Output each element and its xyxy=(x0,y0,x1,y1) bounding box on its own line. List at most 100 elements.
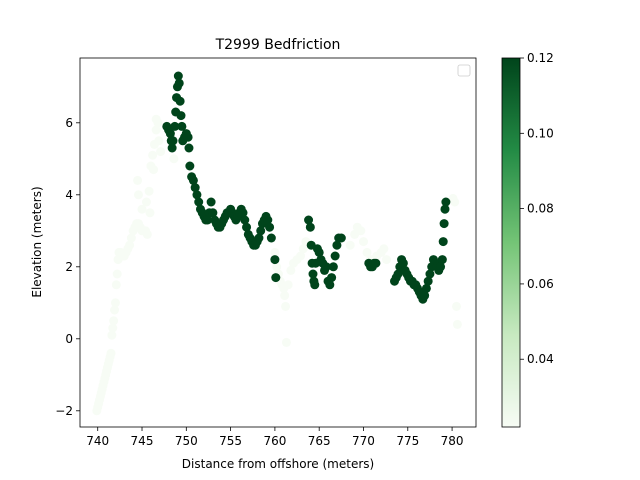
y-tick-label: 2 xyxy=(65,260,73,274)
scatter-point xyxy=(321,262,331,272)
scatter-point xyxy=(169,154,179,164)
scatter-point xyxy=(190,183,200,193)
scatter-point xyxy=(109,316,119,326)
scatter-point xyxy=(270,247,280,257)
scatter-point xyxy=(283,280,293,290)
colorbar-tick-label: 0.10 xyxy=(527,126,554,140)
scatter-point xyxy=(106,348,116,358)
scatter-point xyxy=(126,233,136,243)
scatter-point xyxy=(362,247,372,257)
x-axis-label: Distance from offshore (meters) xyxy=(182,457,374,471)
x-tick-label: 775 xyxy=(396,434,419,448)
scatter-point xyxy=(206,197,216,207)
scatter-point xyxy=(142,229,152,239)
scatter-point xyxy=(203,215,213,225)
scatter-point xyxy=(263,215,273,225)
colorbar-tick-label: 0.06 xyxy=(527,277,554,291)
scatter-point xyxy=(165,129,175,139)
colorbar xyxy=(501,57,521,428)
scatter-point xyxy=(151,114,161,124)
y-tick-label: 4 xyxy=(65,188,73,202)
scatter-point xyxy=(183,132,193,142)
scatter-point xyxy=(111,280,121,290)
scatter-point xyxy=(393,269,403,279)
scatter-point xyxy=(188,175,198,185)
x-tick-label: 770 xyxy=(352,434,375,448)
scatter-point xyxy=(438,237,448,247)
scatter-point xyxy=(305,222,315,232)
colorbar-ticks: 0.04 0.06 0.08 0.10 0.12 xyxy=(520,51,554,366)
scatter-point xyxy=(450,197,460,207)
scatter-point xyxy=(304,215,314,225)
colorbar-tick-label: 0.12 xyxy=(527,51,554,65)
scatter-point xyxy=(358,237,368,247)
scatter-point xyxy=(208,208,218,218)
scatter-point xyxy=(345,240,355,250)
scatter-point xyxy=(271,273,281,283)
scatter-point xyxy=(148,150,158,160)
scatter-point xyxy=(185,161,195,171)
scatter-point xyxy=(240,215,250,225)
scatter-point xyxy=(110,305,120,315)
y-axis-label: Elevation (meters) xyxy=(30,186,44,297)
scatter-point xyxy=(145,208,155,218)
scatter-point xyxy=(298,244,308,254)
x-tick-label: 760 xyxy=(263,434,286,448)
scatter-point xyxy=(110,298,120,308)
scatter-point xyxy=(176,111,186,121)
scatter-point xyxy=(184,143,194,153)
scatter-point xyxy=(272,262,282,272)
scatter-point xyxy=(192,190,202,200)
scatter-point xyxy=(151,125,161,135)
scatter-point xyxy=(238,208,248,218)
scatter-point xyxy=(439,219,449,229)
scatter-point xyxy=(167,143,177,153)
y-tick-label: −2 xyxy=(55,404,73,418)
y-axis-ticks: −2 0 2 4 6 xyxy=(55,116,80,418)
scatter-point xyxy=(379,244,389,254)
colorbar-tick-label: 0.04 xyxy=(527,352,554,366)
scatter-point xyxy=(256,226,266,236)
scatter-point xyxy=(421,283,431,293)
scatter-point xyxy=(112,269,122,279)
scatter-point xyxy=(270,255,280,265)
y-tick-label: 0 xyxy=(65,332,73,346)
scatter-point xyxy=(423,276,433,286)
scatter-point xyxy=(108,323,118,333)
colorbar-tick-label: 0.08 xyxy=(527,202,554,216)
scatter-point xyxy=(371,258,381,268)
scatter-point xyxy=(144,186,154,196)
scatter-point xyxy=(356,226,366,236)
scatter-point xyxy=(168,136,178,146)
legend-box xyxy=(457,64,471,77)
x-tick-label: 740 xyxy=(86,434,109,448)
scatter-point xyxy=(170,121,180,131)
scatter-point xyxy=(107,330,117,340)
scatter-point xyxy=(242,222,252,232)
x-tick-label: 750 xyxy=(175,434,198,448)
scatter-point xyxy=(327,273,337,283)
scatter-point xyxy=(254,233,264,243)
scatter-point xyxy=(125,240,135,250)
scatter-point xyxy=(173,71,183,81)
scatter-point xyxy=(137,204,147,214)
scatter-point xyxy=(154,136,164,146)
scatter-points xyxy=(92,71,462,416)
scatter-point xyxy=(328,262,338,272)
scatter-point xyxy=(296,251,306,261)
scatter-point xyxy=(452,301,462,311)
scatter-point xyxy=(332,240,342,250)
scatter-point xyxy=(398,258,408,268)
plot-area-frame xyxy=(79,57,477,428)
scatter-point xyxy=(265,222,275,232)
scatter-point xyxy=(310,280,320,290)
scatter-point xyxy=(156,147,166,157)
y-tick-label: 6 xyxy=(65,116,73,130)
scatter-point xyxy=(314,247,324,257)
chart-title: T2999 Bedfriction xyxy=(215,37,341,53)
scatter-point xyxy=(330,251,340,261)
scatter-point xyxy=(286,265,296,275)
scatter-point xyxy=(425,269,435,279)
scatter-point xyxy=(174,78,184,88)
scatter-point xyxy=(441,197,451,207)
